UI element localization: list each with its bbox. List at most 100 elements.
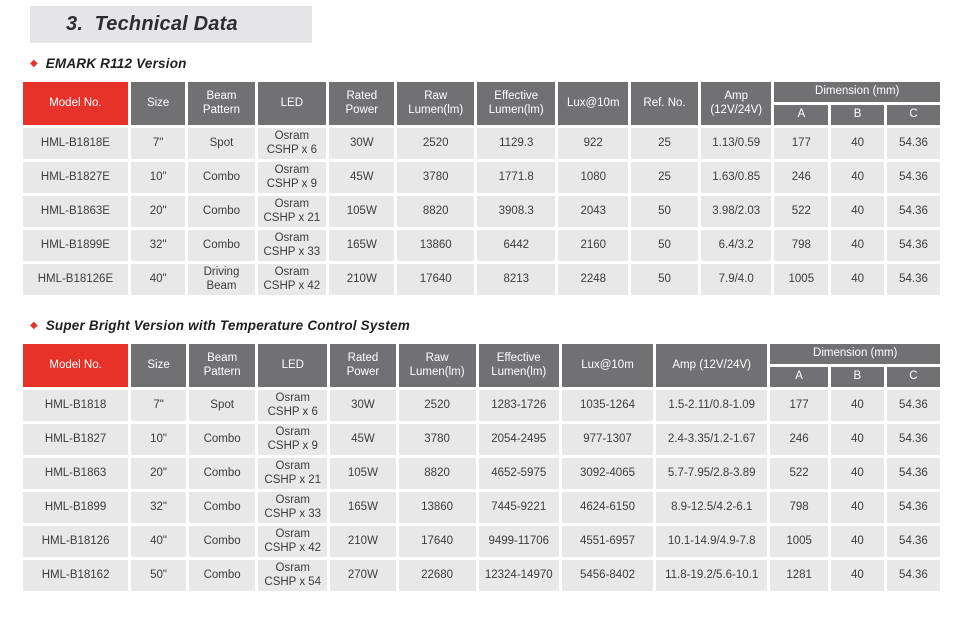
- table-cell: 977-1307: [561, 424, 654, 455]
- table-cell: 10": [131, 424, 186, 455]
- table-cell: 54.36: [886, 390, 940, 421]
- table-cell: 54.36: [886, 492, 940, 523]
- table-cell: 2248: [558, 264, 629, 295]
- table-cell: 40: [831, 264, 885, 295]
- table-cell: HML-B1818: [23, 390, 129, 421]
- table-cell: 7": [131, 390, 186, 421]
- table-cell: Combo: [188, 492, 256, 523]
- table-cell: 105W: [330, 458, 396, 489]
- table-cell: 2054-2495: [478, 424, 559, 455]
- table-cell: Driving Beam: [188, 264, 255, 295]
- table-cell: 165W: [330, 492, 396, 523]
- table-row: HML-B18126E 40" Driving Beam Osram CSHP x 4…: [23, 264, 940, 295]
- table-cell: 54.36: [886, 458, 940, 489]
- table-cell: 40: [830, 492, 884, 523]
- table-row: HML-B18126 40" Combo Osram CSHP x 42 210W 176…: [23, 526, 940, 557]
- table-cell: 177: [770, 390, 828, 421]
- table-cell: 40: [831, 196, 885, 227]
- column-header-amp: Amp (12V/24V): [700, 82, 772, 125]
- table-cell: 4551-6957: [561, 526, 654, 557]
- diamond-bullet-icon: ◆: [30, 319, 38, 331]
- table-cell: 40: [830, 424, 884, 455]
- table-row: HML-B1827E 10" Combo Osram CSHP x 9 45W 3780 1…: [23, 162, 940, 193]
- table-cell: 20": [131, 458, 186, 489]
- table-cell: 30W: [330, 390, 396, 421]
- table-cell: 1080: [558, 162, 629, 193]
- table-cell: Osram CSHP x 42: [258, 526, 328, 557]
- super-bright-table: Model No. Size Beam Pattern LED Rated Po…: [20, 341, 943, 594]
- table-cell: 5.7-7.95/2.8-3.89: [656, 458, 768, 489]
- table-cell: 40: [831, 230, 885, 261]
- table-cell: Osram CSHP x 21: [258, 458, 328, 489]
- table-cell: 1771.8: [477, 162, 556, 193]
- table-cell: 8820: [398, 458, 476, 489]
- emark-table-header: Model No. Size Beam Pattern LED Rated Po…: [23, 82, 940, 125]
- table-cell: 54.36: [886, 526, 940, 557]
- table-cell: Combo: [188, 560, 256, 591]
- page-title: 3. Technical Data: [66, 13, 238, 35]
- table-cell: 13860: [398, 492, 476, 523]
- table-cell: 8.9-12.5/4.2-6.1: [656, 492, 768, 523]
- table-cell: HML-B1818E: [23, 128, 128, 159]
- table-cell: 17640: [397, 264, 475, 295]
- table-cell: 165W: [329, 230, 395, 261]
- table-cell: 522: [770, 458, 828, 489]
- page-title-box: 3. Technical Data: [30, 6, 312, 43]
- table-cell: 40: [830, 458, 884, 489]
- column-header-dim-a: A: [774, 105, 829, 125]
- table-cell: 7.9/4.0: [700, 264, 772, 295]
- table-cell: 32": [131, 492, 186, 523]
- table-cell: 22680: [398, 560, 476, 591]
- column-header-dim-c: C: [887, 105, 940, 125]
- table-cell: HML-B18162: [23, 560, 129, 591]
- table-cell: 1.13/0.59: [700, 128, 772, 159]
- table-cell: 210W: [330, 526, 396, 557]
- table-cell: HML-B1863E: [23, 196, 128, 227]
- table-cell: 6.4/3.2: [700, 230, 772, 261]
- section-heading-super-bright: ◆ Super Bright Version with Temperature …: [30, 318, 959, 333]
- table-cell: 7445-9221: [478, 492, 559, 523]
- section-emark-r112: ◆ EMARK R112 Version Model No. Size Beam…: [0, 56, 959, 298]
- super-bright-table-body: HML-B1818 7" Spot Osram CSHP x 6 30W 2520 1283…: [23, 390, 940, 591]
- emark-table-body: HML-B1818E 7" Spot Osram CSHP x 6 30W 2520 112…: [23, 128, 940, 295]
- table-cell: HML-B1827E: [23, 162, 128, 193]
- column-header-dim-b: B: [830, 367, 884, 387]
- column-header-raw-lumen: Raw Lumen(lm): [398, 344, 476, 387]
- table-cell: 1005: [774, 264, 829, 295]
- column-header-ref-no: Ref. No.: [631, 82, 698, 125]
- column-header-led: LED: [258, 344, 328, 387]
- column-header-dimension: Dimension (mm): [770, 344, 940, 364]
- table-cell: Combo: [188, 458, 256, 489]
- table-cell: 50: [631, 230, 698, 261]
- table-cell: 32": [130, 230, 186, 261]
- table-cell: 12324-14970: [478, 560, 559, 591]
- table-cell: 210W: [329, 264, 395, 295]
- table-cell: 922: [558, 128, 629, 159]
- table-cell: HML-B18126E: [23, 264, 128, 295]
- table-cell: 54.36: [887, 162, 940, 193]
- column-header-dimension: Dimension (mm): [774, 82, 940, 102]
- table-cell: 40: [831, 162, 885, 193]
- table-cell: HML-B1827: [23, 424, 129, 455]
- table-cell: 1129.3: [477, 128, 556, 159]
- table-cell: Osram CSHP x 54: [258, 560, 328, 591]
- column-header-amp: Amp (12V/24V): [656, 344, 768, 387]
- table-cell: Spot: [188, 390, 256, 421]
- column-header-model-no: Model No.: [23, 82, 128, 125]
- column-header-lux: Lux@10m: [558, 82, 629, 125]
- table-cell: 10.1-14.9/4.9-7.8: [656, 526, 768, 557]
- table-cell: 13860: [397, 230, 475, 261]
- column-header-model-no: Model No.: [23, 344, 129, 387]
- table-cell: HML-B1863: [23, 458, 129, 489]
- table-cell: 40: [830, 390, 884, 421]
- table-cell: Combo: [188, 230, 255, 261]
- table-cell: 8213: [477, 264, 556, 295]
- table-row: HML-B1863 20" Combo Osram CSHP x 21 105W 8820…: [23, 458, 940, 489]
- table-cell: Spot: [188, 128, 255, 159]
- table-cell: 25: [631, 128, 698, 159]
- table-cell: 4624-6150: [561, 492, 654, 523]
- table-cell: 25: [631, 162, 698, 193]
- table-cell: 522: [774, 196, 829, 227]
- table-cell: Osram CSHP x 33: [258, 492, 328, 523]
